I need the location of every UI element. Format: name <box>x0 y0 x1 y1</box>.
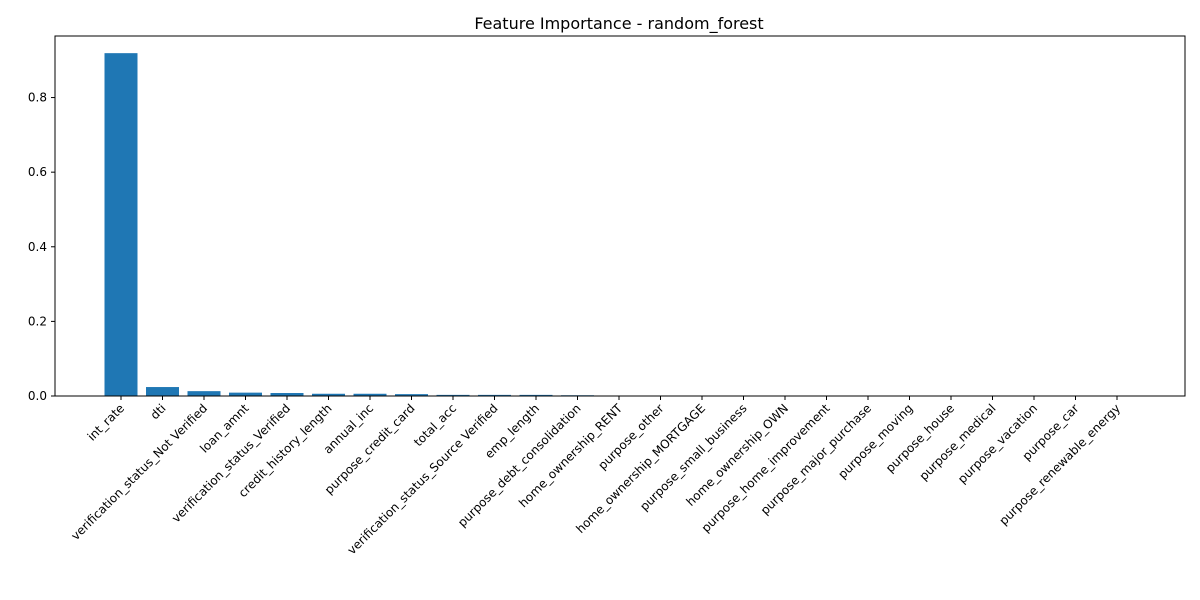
bar-emp-length <box>519 394 553 396</box>
bar-total-acc <box>436 394 470 396</box>
bar-verification-status-not-verified <box>187 391 221 396</box>
bar-verification-status-source-verified <box>478 394 511 396</box>
bar-purpose-credit-card <box>395 394 428 396</box>
y-tick-label: 0.8 <box>28 91 47 105</box>
x-tick-label: purpose_moving <box>835 401 915 481</box>
plot-frame <box>54 35 1186 397</box>
bar-credit-history-length <box>312 393 345 396</box>
x-tick-label: dti <box>148 401 169 422</box>
x-tick-label: purpose_vacation <box>955 401 1040 486</box>
x-tick-label: verification_status_Source Verified <box>345 401 501 557</box>
bar-loan-amnt <box>229 392 262 396</box>
y-tick-label: 0.6 <box>28 165 47 179</box>
bar-annual-inc <box>353 393 387 396</box>
x-tick-label: verification_status_Not Verified <box>68 401 210 543</box>
bar-verification-status-verified <box>270 393 304 396</box>
bar-int-rate <box>104 53 138 397</box>
y-tick-label: 0.0 <box>28 389 47 403</box>
x-tick-label: int_rate <box>85 401 127 443</box>
bars <box>104 53 1051 397</box>
x-tick-label: purpose_medical <box>917 401 999 483</box>
y-axis: 0.0 0.2 0.4 0.6 0.8 <box>28 91 55 403</box>
chart-title: Feature Importance - random_forest <box>474 14 763 34</box>
y-tick-label: 0.2 <box>28 314 47 328</box>
bar-dti <box>146 387 179 396</box>
y-tick-label: 0.4 <box>28 240 47 254</box>
